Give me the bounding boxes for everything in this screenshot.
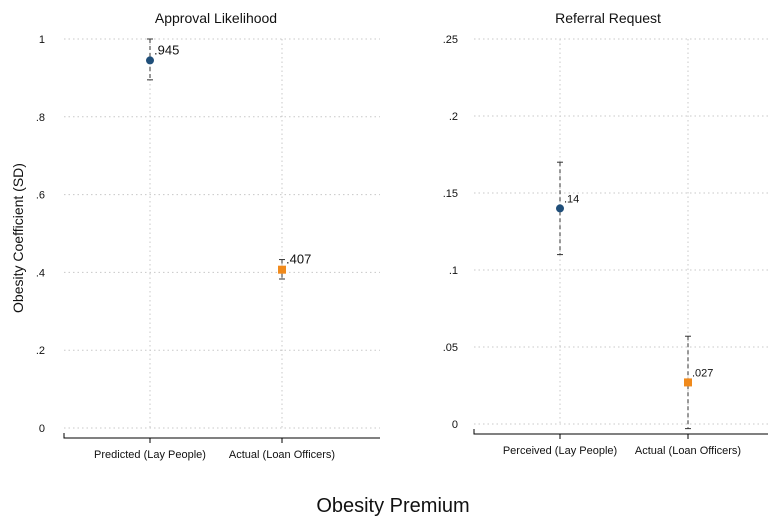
y-tick-label: .15 — [443, 188, 458, 200]
y-tick-label: .1 — [449, 265, 458, 277]
x-axis — [473, 429, 768, 435]
panel-title: Approval Likelihood — [155, 10, 277, 26]
y-tick-label: .6 — [36, 190, 45, 202]
data-label: .14 — [564, 193, 579, 205]
category-label: Perceived (Lay People) — [503, 445, 617, 457]
y-tick-label: .25 — [443, 34, 458, 46]
data-label: .407 — [286, 252, 311, 267]
category-label: Actual (Loan Officers) — [635, 445, 741, 457]
y-tick-label: .2 — [36, 345, 45, 357]
y-tick-label: .8 — [36, 112, 45, 124]
y-tick-label: 1 — [39, 34, 45, 46]
data-label: .027 — [692, 367, 713, 379]
y-axis-label: Obesity Coefficient (SD) — [10, 163, 26, 313]
point-marker-square — [684, 378, 692, 387]
y-tick-label: 0 — [452, 419, 458, 431]
y-tick-label: .2 — [449, 111, 458, 123]
y-tick-label: .4 — [36, 267, 45, 279]
y-tick-label: 0 — [39, 423, 45, 435]
category-label: Actual (Loan Officers) — [229, 449, 335, 461]
x-axis-label: Obesity Premium — [316, 495, 469, 517]
point-marker-circle — [146, 56, 154, 65]
x-axis — [63, 433, 380, 439]
y-tick-label: .05 — [443, 342, 458, 354]
panel-1: Approval Likelihood 0 .2 .4 .6 .8 1 .945 Predict… — [36, 10, 380, 461]
panel-2: Referral Request 0 .05 .1 .15 .2 .25 .14 Perceiv… — [443, 10, 768, 457]
panel-title: Referral Request — [555, 10, 661, 26]
data-label: .945 — [154, 42, 179, 57]
point-marker-circle — [556, 204, 564, 213]
point-marker-square — [278, 265, 286, 274]
category-label: Predicted (Lay People) — [94, 449, 206, 461]
